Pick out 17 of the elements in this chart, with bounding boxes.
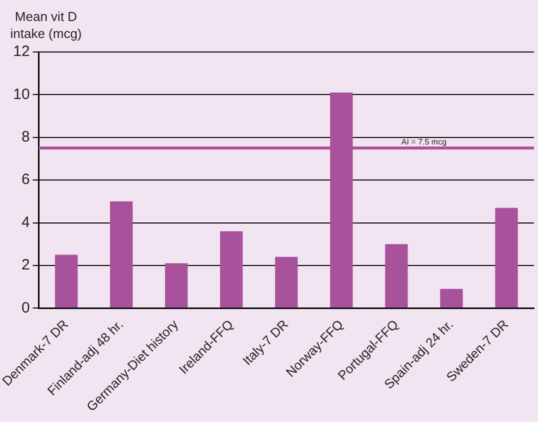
bar — [54, 254, 78, 308]
bar — [220, 231, 243, 308]
bar — [495, 208, 518, 308]
y-tick-label: 8 — [21, 128, 30, 146]
y-tick-label: 0 — [21, 299, 30, 316]
y-tick-label: 4 — [21, 214, 30, 231]
y-axis-title: Mean vit D intake (mcg) — [9, 8, 83, 42]
ref-line-label: AI = 7.5 mcg — [401, 137, 447, 146]
bar — [440, 288, 463, 308]
y-tick-label: 12 — [13, 43, 30, 60]
bar — [385, 244, 408, 308]
y-tick-label: 2 — [21, 256, 30, 274]
bar — [110, 201, 133, 308]
bar — [165, 263, 188, 308]
y-tick-label: 10 — [13, 86, 30, 103]
bar — [275, 256, 298, 308]
y-tick-label: 6 — [21, 171, 30, 188]
